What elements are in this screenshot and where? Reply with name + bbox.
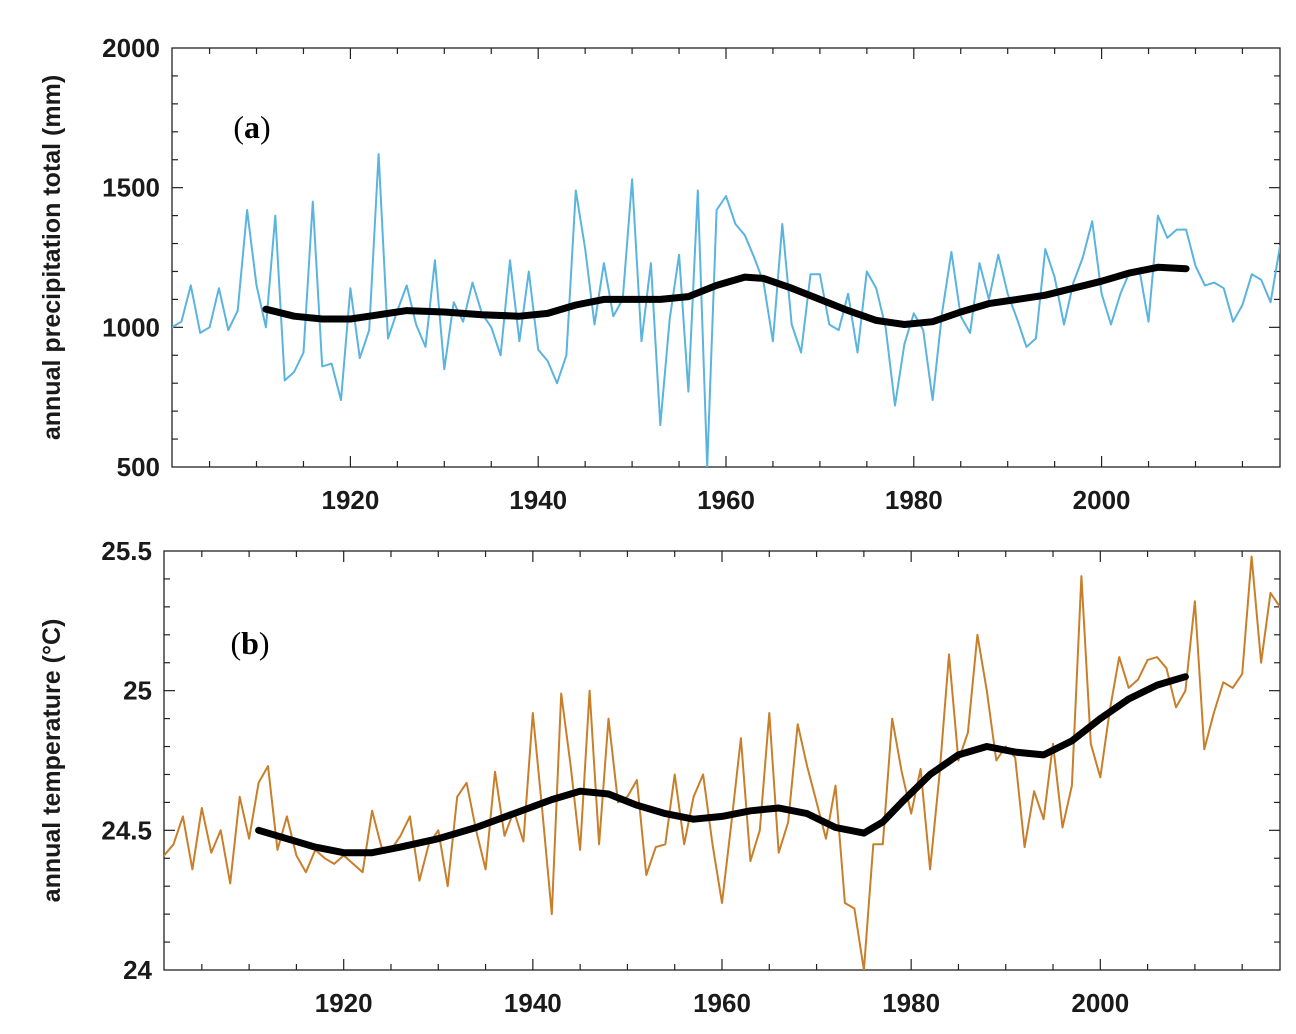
y-tick-label: 25.5: [101, 536, 152, 566]
panel-label-open-paren: (: [233, 109, 244, 145]
y-tick-label: 1500: [102, 173, 160, 203]
y-axis-label: annual precipitation total (mm): [38, 75, 66, 440]
x-tick-label: 2000: [1073, 485, 1131, 515]
x-tick-label: 1920: [315, 988, 373, 1018]
axes-frame: [163, 550, 1281, 971]
panel-a-precipitation: 1920 1940 1960 1980 2000 500 1000 1500 2000 annua…: [38, 33, 1281, 515]
plot-area: [172, 153, 1280, 467]
panel-b-temperature: 1920 1940 1960 1980 2000 24 24.5 25 25.5 annual t…: [38, 536, 1281, 1018]
panel-label: (b): [230, 625, 269, 661]
x-tick-label: 1980: [885, 485, 943, 515]
panel-label-close-paren: ): [259, 625, 270, 661]
y-tick-label: 2000: [102, 33, 160, 63]
panel-label-close-paren: ): [260, 109, 271, 145]
y-tick-label: 24: [123, 955, 152, 985]
x-tick-label: 2000: [1071, 988, 1129, 1018]
x-tick-label: 1940: [504, 988, 562, 1018]
trend-line: [262, 263, 1190, 328]
trend-line: [255, 673, 1189, 857]
x-tick-label: 1960: [697, 485, 755, 515]
y-tick-label: 1000: [102, 312, 160, 342]
x-tick-label: 1960: [693, 988, 751, 1018]
panel-label-letter: b: [241, 625, 259, 661]
y-tick-label: 500: [117, 452, 160, 482]
y-axis-label: annual temperature (°C): [38, 619, 66, 903]
panel-label-open-paren: (: [230, 625, 241, 661]
panel-label-letter: a: [244, 109, 260, 145]
x-tick-label: 1940: [509, 485, 567, 515]
y-tick-label: 24.5: [101, 815, 152, 845]
data-series-line: [172, 153, 1280, 467]
x-tick-label: 1980: [882, 988, 940, 1018]
x-tick-label: 1920: [321, 485, 379, 515]
y-tick-label: 25: [123, 676, 152, 706]
data-series-line: [164, 555, 1280, 970]
plot-area: [164, 555, 1280, 970]
panel-label: (a): [233, 109, 270, 145]
axes-frame: [171, 47, 1281, 468]
